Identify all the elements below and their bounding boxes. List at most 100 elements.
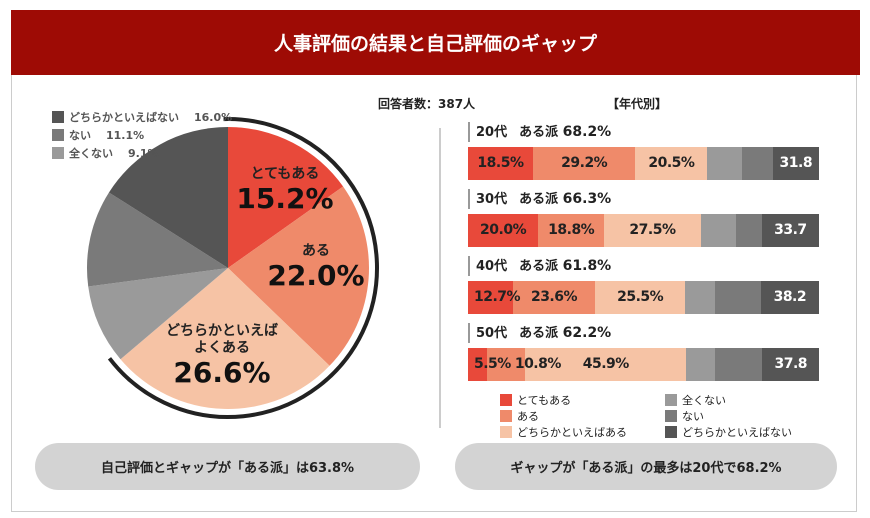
bar-segment [760,281,819,314]
bar-segment-label: 25.5% [617,289,664,305]
bar-segment-label: 18.5% [477,155,524,171]
bar-segment [635,147,708,180]
bar-segment [468,348,488,381]
age-label: 50代 [476,326,508,341]
pie-slice-label: どちらかといえば [166,323,278,339]
pie-slice-value: 22.0% [267,259,364,292]
stacked-bar [468,214,819,247]
summary-pill-right: ギャップが「ある派」の最多は20代で68.2% [455,443,837,490]
bar-segment-label: 29.2% [561,155,608,171]
bar-legend-item: ない [665,408,704,424]
legend-swatch [665,410,677,422]
bar-segment [684,281,716,314]
bar-segment [742,147,773,180]
bar-segment [532,147,636,180]
age-label: 30代 [476,192,508,207]
bar-segment [715,281,761,314]
bar-segment [468,214,539,247]
legend-swatch [52,147,64,159]
summary-value: 61.8% [562,258,612,274]
pie-slice [228,127,344,268]
bar-segment-label: 12.7% [474,289,521,305]
bar-segment [761,214,819,247]
pie-slice [88,268,229,360]
legend-value: 9.1% [128,146,159,160]
bar-segment [604,214,701,247]
pie-slice [108,126,228,268]
pie-legend-item: どちらかといえばない 16.0% [52,109,232,125]
pie-slice [228,186,369,366]
age-label: 40代 [476,259,508,274]
legend-label: 全くない [682,394,726,407]
bar-segment [686,348,716,381]
bar-segment [707,147,743,180]
stacked-bar [468,147,819,180]
respondent-count: 回答者数：387人 [378,97,476,111]
bar-legend-item: 全くない [665,392,726,408]
bar-segment-label: 45.9% [582,356,630,372]
bar-segment [525,348,687,381]
bar-segment-label: 38.2 [773,289,807,305]
legend-label: ある [517,410,539,423]
pie-slice-label: よくある [194,340,250,356]
bar-segment [700,214,736,247]
bar-legend-item: とてもある [500,392,571,408]
bar-segment-label: 20.0% [480,222,527,238]
pie-slice-value: 26.6% [173,356,270,389]
pie-slice [120,268,330,409]
pie-slice-value: 15.2% [236,182,333,215]
summary-value: 62.2% [562,325,612,341]
legend-swatch [52,111,64,123]
pie-slice [86,192,228,287]
legend-label: とてもある [517,394,572,407]
summary-label: ある派 [519,326,559,341]
summary-value: 68.2% [562,124,612,140]
bar-segment-label: 5.5% [474,356,511,372]
divider [439,128,441,428]
legend-label: どちらかといえばない [69,111,179,124]
bar-segment [715,348,763,381]
bar-segment-label: 10.8% [514,356,562,372]
legend-swatch [500,410,512,422]
legend-swatch [500,426,512,438]
bar-segment-label: 27.5% [629,222,676,238]
bar-segment [512,281,596,314]
bar-segment [772,147,819,180]
legend-label: どちらかといえばある [517,426,627,439]
by-age-title: 【年代別】 [607,97,668,111]
summary-label: ある派 [519,259,559,274]
pie-legend-item: 全くない 9.1% [52,145,159,161]
bar-segment [468,281,513,314]
legend-swatch [665,394,677,406]
bar-legend-item: どちらかといえばない [665,424,792,440]
age-row-label: 20代 ある派 68.2% [468,122,611,142]
age-row-label: 30代 ある派 66.3% [468,189,611,209]
stacked-bar [468,348,819,381]
bar-legend-item: どちらかといえばある [500,424,627,440]
pie-slice-label: ある [302,243,330,259]
bar-segment-label: 20.5% [648,155,695,171]
bar-segment [735,214,762,247]
legend-swatch [500,394,512,406]
bar-segment [595,281,685,314]
summary-label: ある派 [519,125,559,140]
bar-segment [762,348,819,381]
pie-slice-label: とてもある [251,166,320,182]
aru-group-arc [107,117,379,419]
bar-segment-label: 18.8% [548,222,595,238]
age-row-label: 50代 ある派 62.2% [468,323,611,343]
legend-value: 11.1% [106,128,145,142]
legend-swatch [52,129,64,141]
bar-segment-label: 33.7 [774,222,807,238]
pie-legend-item: ない 11.1% [52,127,144,143]
summary-value: 66.3% [562,191,612,207]
bar-segment [487,348,526,381]
bar-segment-label: 31.8 [779,155,813,171]
legend-label: 全くない [69,147,113,160]
bar-segment-label: 23.6% [530,289,578,305]
legend-label: どちらかといえばない [682,426,792,439]
bar-segment-label: 37.8 [774,356,808,372]
bar-segment [538,214,605,247]
infographic-frame [11,10,857,512]
